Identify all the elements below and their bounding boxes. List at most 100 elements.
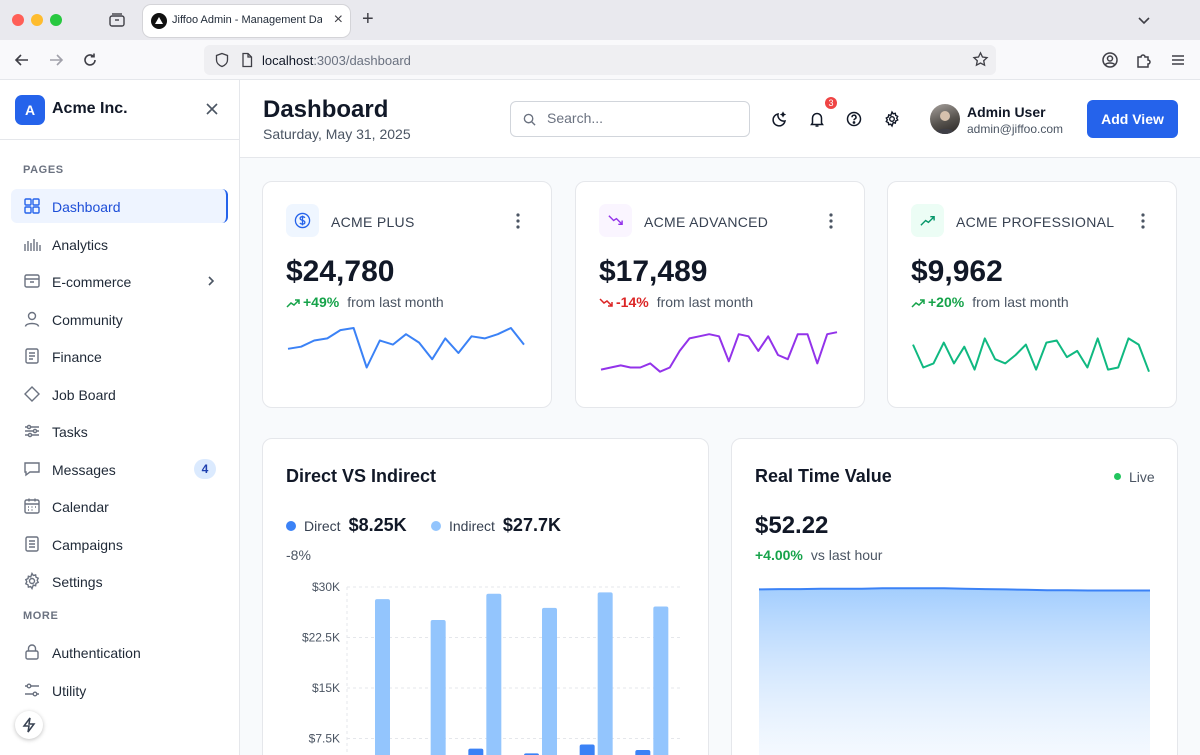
settings-gear-icon[interactable] — [883, 110, 901, 128]
bar-direct-6[interactable] — [635, 749, 651, 755]
search-box[interactable] — [510, 101, 750, 137]
sidebar-item-settings[interactable]: Settings — [11, 564, 228, 598]
stat-change: +49% from last month — [286, 294, 444, 310]
dollar-icon — [294, 212, 311, 229]
close-window-button[interactable] — [12, 14, 24, 26]
stat-icon-box — [911, 204, 944, 237]
sidebar-item-calendar[interactable]: Calendar — [11, 489, 228, 523]
brand-logo[interactable]: A — [15, 95, 45, 125]
page-icon — [242, 52, 253, 68]
chevron-right-icon — [208, 276, 215, 286]
browser-tab-active[interactable]: Jiffoo Admin - Management Dashboard × — [143, 5, 350, 37]
sidebar-item-label: Authentication — [52, 645, 141, 661]
user-name[interactable]: Admin User — [967, 104, 1046, 120]
sidebar-item-finance[interactable]: Finance — [11, 339, 228, 373]
legend-indirect: Indirect $27.7K — [431, 515, 561, 536]
avatar[interactable] — [930, 104, 960, 134]
bar-indirect-1[interactable] — [375, 599, 390, 755]
y-tick-label: $15K — [312, 681, 340, 695]
bar-direct-5[interactable] — [579, 744, 595, 755]
add-view-button[interactable]: Add View — [1087, 100, 1178, 138]
url-text[interactable]: localhost:3003/dashboard — [262, 53, 411, 68]
calendar-icon — [24, 498, 40, 514]
bookmark-star-icon[interactable] — [972, 51, 989, 68]
sidebar-item-authentication[interactable]: Authentication — [11, 635, 228, 669]
bar-direct-3[interactable] — [468, 748, 484, 755]
store-icon — [24, 274, 40, 288]
reload-icon[interactable] — [81, 51, 99, 69]
more-options-icon[interactable] — [514, 212, 522, 230]
new-tab-icon[interactable]: + — [362, 8, 374, 30]
area-line — [758, 587, 1150, 592]
close-sidebar-icon[interactable] — [204, 101, 220, 117]
menu-icon[interactable] — [1169, 51, 1187, 69]
sidebar-item-messages[interactable]: Messages 4 — [11, 452, 228, 486]
bar-indirect-2[interactable] — [430, 619, 446, 755]
stat-change-percent: -14% — [616, 294, 649, 310]
sidebar-item-label: Tasks — [52, 424, 88, 440]
stat-card-acme-plus: ACME PLUS $24,780 +49% from last month — [262, 181, 552, 408]
divider — [0, 139, 239, 140]
legend-label: Indirect — [449, 518, 495, 534]
theme-toggle-moon-icon[interactable] — [771, 110, 789, 128]
stat-name: ACME ADVANCED — [644, 214, 769, 230]
lock-icon — [25, 644, 39, 660]
zoom-window-button[interactable] — [50, 14, 62, 26]
sidebar-item-tasks[interactable]: Tasks — [11, 414, 228, 448]
more-options-icon[interactable] — [1139, 212, 1147, 230]
sliders-icon — [25, 424, 39, 438]
trend-up-icon — [286, 299, 300, 308]
sidebar-item-label: Campaigns — [52, 537, 123, 553]
sidebar-item-utility[interactable]: Utility — [11, 673, 228, 707]
bar-indirect-5[interactable] — [597, 592, 613, 755]
more-options-icon[interactable] — [827, 212, 835, 230]
bar-indirect-4[interactable] — [542, 607, 557, 755]
realtime-change: +4.00% vs last hour — [755, 547, 882, 563]
sidebar-item-analytics[interactable]: Analytics — [11, 227, 228, 261]
direct-vs-indirect-card: Direct VS Indirect Direct $8.25K Indirect… — [262, 438, 709, 755]
live-label: Live — [1129, 469, 1155, 485]
document-icon — [25, 348, 39, 364]
card-title: Direct VS Indirect — [286, 466, 437, 486]
page-date: Saturday, May 31, 2025 — [263, 126, 411, 142]
stat-change-period: from last month — [656, 294, 754, 310]
tab-close-icon[interactable]: × — [333, 11, 343, 28]
sidebar-item-label: Dashboard — [52, 199, 121, 215]
extensions-icon[interactable] — [1135, 51, 1153, 69]
stat-icon-box — [599, 204, 632, 237]
section-label-pages: PAGES — [23, 164, 64, 176]
section-label-more: MORE — [23, 610, 59, 622]
stat-value: $17,489 — [599, 255, 708, 288]
help-icon[interactable] — [845, 110, 863, 128]
tab-overview-icon[interactable] — [108, 11, 126, 29]
account-icon[interactable] — [1101, 51, 1119, 69]
realtime-value: $52.22 — [755, 512, 829, 539]
bar-indirect-3[interactable] — [486, 593, 502, 755]
forward-arrow-icon[interactable] — [47, 51, 65, 69]
stat-icon-box — [286, 204, 319, 237]
comparison-change: -8% — [286, 547, 311, 563]
notification-count-badge: 3 — [825, 97, 837, 109]
sidebar-item-campaigns[interactable]: Campaigns — [11, 527, 228, 561]
sidebar-item-job-board[interactable]: Job Board — [11, 377, 228, 411]
minimize-window-button[interactable] — [31, 14, 43, 26]
bell-icon[interactable] — [808, 110, 826, 128]
search-input[interactable] — [547, 110, 737, 126]
sidebar-item-dashboard[interactable]: Dashboard — [11, 189, 228, 223]
sidebar-item-community[interactable]: Community — [11, 302, 228, 336]
back-arrow-icon[interactable] — [13, 51, 31, 69]
quick-action-button[interactable] — [15, 711, 43, 739]
tab-list-chevron-icon[interactable] — [1136, 12, 1152, 28]
shield-icon[interactable] — [214, 52, 230, 68]
direct-vs-indirect-bar-chart: $7.5K $15K $22.5K $30K — [302, 580, 681, 755]
address-bar[interactable]: localhost:3003/dashboard — [204, 45, 996, 75]
brand-name[interactable]: Acme Inc. — [52, 100, 128, 117]
user-email: admin@jiffoo.com — [967, 122, 1063, 136]
search-icon — [523, 113, 536, 126]
bar-indirect-6[interactable] — [653, 606, 669, 755]
y-tick-label: $22.5K — [302, 631, 340, 645]
stat-card-acme-professional: ACME PROFESSIONAL $9,962 +20% from last m… — [887, 181, 1177, 408]
sidebar-item-label: Finance — [52, 349, 102, 365]
sidebar-item-e-commerce[interactable]: E-commerce — [11, 264, 228, 298]
card-title: Real Time Value — [755, 466, 892, 486]
